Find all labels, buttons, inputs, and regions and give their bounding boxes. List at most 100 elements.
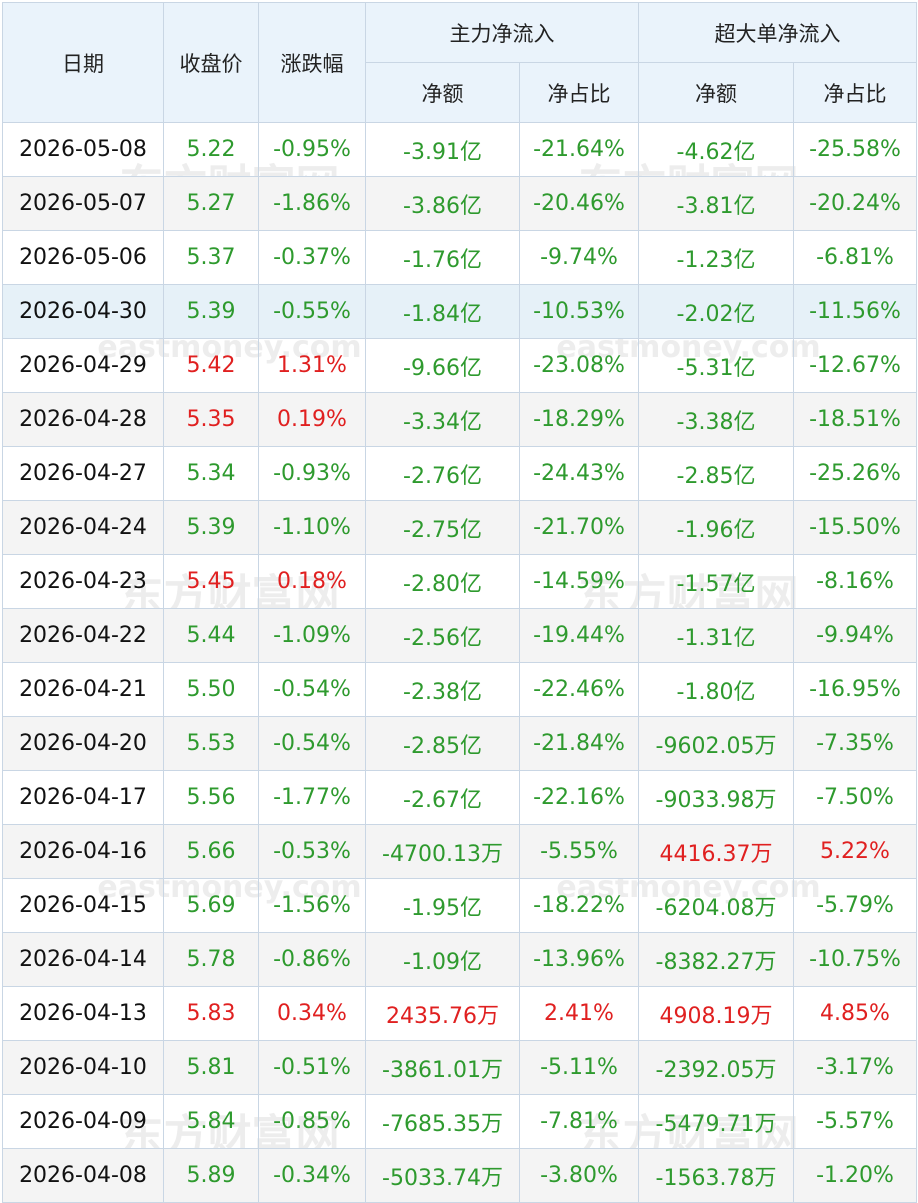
cell-date: 2026-05-06 — [2, 230, 164, 285]
cell-change-pct: -0.93% — [258, 446, 366, 501]
cell-main-net-ratio: -20.46% — [519, 176, 639, 231]
table-row[interactable]: 2026-04-24 5.39 -1.10% -2.75亿 -21.70% -1.96亿 -… — [2, 500, 917, 555]
header-date[interactable]: 日期 — [2, 2, 164, 123]
cell-close-price: 5.50 — [163, 662, 259, 717]
cell-super-net-amount: -8382.27万 — [638, 932, 794, 987]
cell-date: 2026-04-13 — [2, 986, 164, 1041]
table-row[interactable]: 2026-05-08 5.22 -0.95% -3.91亿 -21.64% -4.62亿 -… — [2, 122, 917, 177]
cell-close-price: 5.39 — [163, 500, 259, 555]
table-row[interactable]: 2026-04-30 5.39 -0.55% -1.84亿 -10.53% -2.02亿 -… — [2, 284, 917, 339]
header-main-net-ratio[interactable]: 净占比 — [519, 62, 639, 123]
cell-date: 2026-04-28 — [2, 392, 164, 447]
cell-main-net-ratio: -18.29% — [519, 392, 639, 447]
cell-close-price: 5.83 — [163, 986, 259, 1041]
cell-change-pct: -0.34% — [258, 1148, 366, 1203]
cell-main-net-amount: -2.56亿 — [365, 608, 520, 663]
cell-close-price: 5.78 — [163, 932, 259, 987]
cell-close-price: 5.35 — [163, 392, 259, 447]
cell-main-net-ratio: -13.96% — [519, 932, 639, 987]
cell-change-pct: 0.34% — [258, 986, 366, 1041]
table-row[interactable]: 2026-04-15 5.69 -1.56% -1.95亿 -18.22% -6204.0… — [2, 878, 917, 933]
cell-close-price: 5.37 — [163, 230, 259, 285]
table-row[interactable]: 2026-04-09 5.84 -0.85% -7685.35万 -7.81% -5479… — [2, 1094, 917, 1149]
header-super-net-amount[interactable]: 净额 — [638, 62, 794, 123]
cell-close-price: 5.69 — [163, 878, 259, 933]
cell-close-price: 5.53 — [163, 716, 259, 771]
cell-main-net-ratio: -18.22% — [519, 878, 639, 933]
cell-date: 2026-05-07 — [2, 176, 164, 231]
cell-super-net-ratio: 4.85% — [793, 986, 917, 1041]
cell-super-net-amount: -3.38亿 — [638, 392, 794, 447]
table-row[interactable]: 2026-05-06 5.37 -0.37% -1.76亿 -9.74% -1.23亿 -6… — [2, 230, 917, 285]
header-main-net-amount[interactable]: 净额 — [365, 62, 520, 123]
cell-change-pct: -0.85% — [258, 1094, 366, 1149]
cell-super-net-ratio: -10.75% — [793, 932, 917, 987]
cell-super-net-ratio: -3.17% — [793, 1040, 917, 1095]
cell-main-net-amount: -2.38亿 — [365, 662, 520, 717]
table-row[interactable]: 2026-04-23 5.45 0.18% -2.80亿 -14.59% -1.57亿 -8… — [2, 554, 917, 609]
cell-super-net-ratio: -20.24% — [793, 176, 917, 231]
cell-date: 2026-04-16 — [2, 824, 164, 879]
table-row[interactable]: 2026-04-10 5.81 -0.51% -3861.01万 -5.11% -2392… — [2, 1040, 917, 1095]
cell-main-net-ratio: 2.41% — [519, 986, 639, 1041]
cell-main-net-amount: -2.76亿 — [365, 446, 520, 501]
table-row[interactable]: 2026-04-08 5.89 -0.34% -5033.74万 -3.80% -1563… — [2, 1148, 917, 1203]
cell-change-pct: -1.56% — [258, 878, 366, 933]
header-close-price[interactable]: 收盘价 — [163, 2, 259, 123]
cell-change-pct: 0.18% — [258, 554, 366, 609]
cell-main-net-ratio: -21.84% — [519, 716, 639, 771]
cell-main-net-amount: -2.85亿 — [365, 716, 520, 771]
table-row[interactable]: 2026-05-07 5.27 -1.86% -3.86亿 -20.46% -3.81亿 -… — [2, 176, 917, 231]
cell-date: 2026-04-09 — [2, 1094, 164, 1149]
cell-super-net-ratio: -7.50% — [793, 770, 917, 825]
table-row[interactable]: 2026-04-21 5.50 -0.54% -2.38亿 -22.46% -1.80亿 -… — [2, 662, 917, 717]
cell-main-net-ratio: -5.11% — [519, 1040, 639, 1095]
cell-change-pct: -0.95% — [258, 122, 366, 177]
header-change-pct[interactable]: 涨跌幅 — [258, 2, 366, 123]
cell-close-price: 5.44 — [163, 608, 259, 663]
cell-super-net-amount: -1563.78万 — [638, 1148, 794, 1203]
cell-super-net-ratio: -7.35% — [793, 716, 917, 771]
cell-main-net-ratio: -22.16% — [519, 770, 639, 825]
cell-super-net-ratio: -12.67% — [793, 338, 917, 393]
cell-close-price: 5.89 — [163, 1148, 259, 1203]
cell-date: 2026-04-21 — [2, 662, 164, 717]
cell-super-net-amount: 4908.19万 — [638, 986, 794, 1041]
table-row[interactable]: 2026-04-16 5.66 -0.53% -4700.13万 -5.55% 4416.… — [2, 824, 917, 879]
cell-close-price: 5.56 — [163, 770, 259, 825]
cell-date: 2026-05-08 — [2, 122, 164, 177]
cell-super-net-amount: -4.62亿 — [638, 122, 794, 177]
cell-super-net-ratio: -15.50% — [793, 500, 917, 555]
cell-date: 2026-04-24 — [2, 500, 164, 555]
cell-main-net-ratio: -21.64% — [519, 122, 639, 177]
cell-main-net-amount: -7685.35万 — [365, 1094, 520, 1149]
table-row[interactable]: 2026-04-29 5.42 1.31% -9.66亿 -23.08% -5.31亿 -1… — [2, 338, 917, 393]
cell-change-pct: -1.10% — [258, 500, 366, 555]
table-row[interactable]: 2026-04-17 5.56 -1.77% -2.67亿 -22.16% -9033.9… — [2, 770, 917, 825]
cell-super-net-amount: -1.23亿 — [638, 230, 794, 285]
header-main-inflow: 主力净流入 — [365, 2, 639, 63]
cell-date: 2026-04-30 — [2, 284, 164, 339]
cell-change-pct: -0.53% — [258, 824, 366, 879]
cell-main-net-ratio: -21.70% — [519, 500, 639, 555]
table-row[interactable]: 2026-04-22 5.44 -1.09% -2.56亿 -19.44% -1.31亿 -… — [2, 608, 917, 663]
table-row[interactable]: 2026-04-28 5.35 0.19% -3.34亿 -18.29% -3.38亿 -1… — [2, 392, 917, 447]
table-row[interactable]: 2026-04-20 5.53 -0.54% -2.85亿 -21.84% -9602.0… — [2, 716, 917, 771]
cell-close-price: 5.45 — [163, 554, 259, 609]
cell-super-net-amount: -5.31亿 — [638, 338, 794, 393]
cell-close-price: 5.81 — [163, 1040, 259, 1095]
table-row[interactable]: 2026-04-13 5.83 0.34% 2435.76万 2.41% 4908.19万… — [2, 986, 917, 1041]
cell-main-net-ratio: -9.74% — [519, 230, 639, 285]
cell-super-net-amount: -2.02亿 — [638, 284, 794, 339]
cell-main-net-amount: -3.91亿 — [365, 122, 520, 177]
header-super-net-ratio[interactable]: 净占比 — [793, 62, 917, 123]
cell-date: 2026-04-17 — [2, 770, 164, 825]
table-row[interactable]: 2026-04-14 5.78 -0.86% -1.09亿 -13.96% -8382.2… — [2, 932, 917, 987]
cell-main-net-ratio: -23.08% — [519, 338, 639, 393]
cell-close-price: 5.42 — [163, 338, 259, 393]
table-row[interactable]: 2026-04-27 5.34 -0.93% -2.76亿 -24.43% -2.85亿 -… — [2, 446, 917, 501]
cell-super-net-ratio: 5.22% — [793, 824, 917, 879]
cell-super-net-amount: -1.80亿 — [638, 662, 794, 717]
cell-change-pct: -1.86% — [258, 176, 366, 231]
